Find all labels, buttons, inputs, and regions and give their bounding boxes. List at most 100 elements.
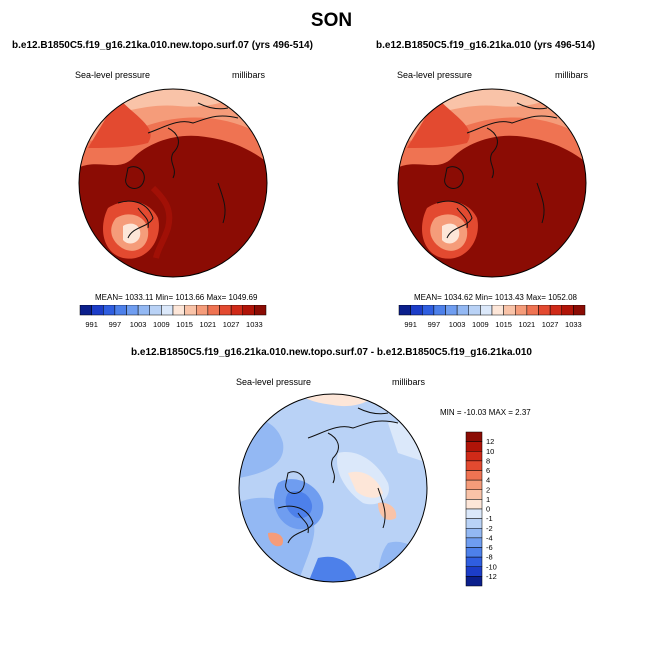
colorbar-tick-label: -8 [486, 553, 493, 562]
colorbar-swatch [465, 431, 483, 442]
colorbar-swatches [79, 305, 267, 316]
colorbar-swatch [465, 556, 483, 567]
colorbar-tick-label: 1003 [449, 320, 466, 329]
colorbar-swatch [465, 537, 483, 548]
colorbar-swatch [465, 576, 483, 587]
colorbar-tick-label: 1015 [176, 320, 193, 329]
colorbar-swatch [465, 441, 483, 452]
colorbar-swatch [538, 305, 551, 316]
colorbar-swatch [573, 305, 586, 316]
map-top-right [397, 88, 587, 278]
map-difference [238, 393, 428, 583]
colorbar-swatch [549, 305, 562, 316]
map-top-left [78, 88, 268, 278]
colorbar-top-left: 991 997 1003 1009 1015 1021 1027 1033 [79, 305, 267, 329]
colorbar-swatch [433, 305, 446, 316]
colorbar-swatch [172, 305, 185, 316]
colorbar-swatches [465, 431, 483, 587]
colorbar-tick-label: 997 [109, 320, 122, 329]
colorbar-swatch [398, 305, 411, 316]
colorbar-tick-label: 991 [85, 320, 98, 329]
colorbar-swatch [468, 305, 481, 316]
panel-right-variable: Sea-level pressure [397, 70, 473, 80]
colorbar-tick-label: -6 [486, 543, 493, 552]
colorbar-tick-label: 1 [486, 495, 490, 504]
colorbar-tick-label: 1027 [223, 320, 240, 329]
colorbar-tick-label: -12 [486, 572, 497, 581]
colorbar-swatch [219, 305, 232, 316]
colorbar-swatch [465, 566, 483, 577]
colorbar-tick-label: 1027 [542, 320, 559, 329]
panel-left-units: millibars [232, 70, 266, 80]
colorbar-swatch [465, 470, 483, 481]
colorbar-tick-label: 2 [486, 485, 490, 494]
colorbar-swatch [114, 305, 127, 316]
colorbar-swatch [491, 305, 504, 316]
colorbar-swatch [161, 305, 174, 316]
colorbar-tick-label: 1021 [519, 320, 536, 329]
colorbar-swatch [445, 305, 458, 316]
colorbar-swatch [465, 499, 483, 510]
diff-title: b.e12.B1850C5.f19_g16.21ka.010.new.topo.… [131, 347, 532, 358]
panel-right-title: b.e12.B1850C5.f19_g16.21ka.010 (yrs 496-… [376, 40, 596, 51]
colorbar-tick-label: -2 [486, 524, 493, 533]
colorbar-tick-label: 1015 [495, 320, 512, 329]
colorbar-swatch [465, 489, 483, 500]
colorbar-swatch [207, 305, 220, 316]
colorbar-swatch [196, 305, 209, 316]
panel-left-variable: Sea-level pressure [75, 70, 151, 80]
colorbar-swatch [230, 305, 243, 316]
colorbar-tick-label: 0 [486, 505, 490, 514]
colorbar-tick-label: 12 [486, 437, 494, 446]
colorbar-swatch [515, 305, 528, 316]
colorbar-swatch [526, 305, 539, 316]
colorbar-tick-label: -1 [486, 514, 493, 523]
colorbar-swatch [103, 305, 116, 316]
colorbar-tick-label: 6 [486, 466, 490, 475]
colorbar-swatch [242, 305, 255, 316]
colorbar-swatch [184, 305, 197, 316]
colorbar-swatch [480, 305, 493, 316]
colorbar-tick-label: 1033 [246, 320, 263, 329]
colorbar-swatch [126, 305, 139, 316]
colorbar-swatch [465, 479, 483, 490]
colorbar-swatch [456, 305, 469, 316]
colorbar-swatch [465, 451, 483, 462]
colorbar-swatch [465, 528, 483, 539]
colorbar-swatch [561, 305, 574, 316]
colorbar-tick-label: 1033 [565, 320, 582, 329]
colorbar-tick-label: 4 [486, 476, 490, 485]
colorbar-swatch [465, 518, 483, 529]
colorbar-tick-label: -10 [486, 562, 497, 571]
colorbar-tick-label: 10 [486, 447, 494, 456]
colorbar-labels: 991 997 1003 1009 1015 1021 1027 1033 [404, 320, 581, 329]
season-title: SON [310, 10, 353, 31]
colorbar-swatch [79, 305, 92, 316]
diff-stats: MIN = -10.03 MAX = 2.37 [440, 408, 531, 417]
panel-left-title: b.e12.B1850C5.f19_g16.21ka.010.new.topo.… [12, 40, 313, 51]
colorbar-swatch [465, 508, 483, 519]
panel-left-stats: MEAN= 1033.11 Min= 1013.66 Max= 1049.69 [95, 293, 258, 302]
panel-right-stats: MEAN= 1034.62 Min= 1013.43 Max= 1052.08 [414, 293, 577, 302]
colorbar-swatches [398, 305, 586, 316]
colorbar-top-right: 991 997 1003 1009 1015 1021 1027 1033 [398, 305, 586, 329]
diff-units: millibars [392, 377, 426, 387]
colorbar-swatch [410, 305, 423, 316]
colorbar-tick-label: 1003 [130, 320, 147, 329]
colorbar-swatch [254, 305, 267, 316]
colorbar-labels: 991 997 1003 1009 1015 1021 1027 1033 [85, 320, 262, 329]
colorbar-swatch [91, 305, 104, 316]
colorbar-swatch [149, 305, 162, 316]
colorbar-tick-label: 991 [404, 320, 417, 329]
colorbar-tick-label: -4 [486, 533, 493, 542]
colorbar-swatch [465, 460, 483, 471]
colorbar-swatch [137, 305, 150, 316]
colorbar-tick-label: 8 [486, 456, 490, 465]
colorbar-swatch [503, 305, 516, 316]
colorbar-swatch [422, 305, 435, 316]
diff-variable: Sea-level pressure [236, 377, 312, 387]
colorbar-tick-label: 1009 [153, 320, 170, 329]
colorbar-swatch [465, 547, 483, 558]
